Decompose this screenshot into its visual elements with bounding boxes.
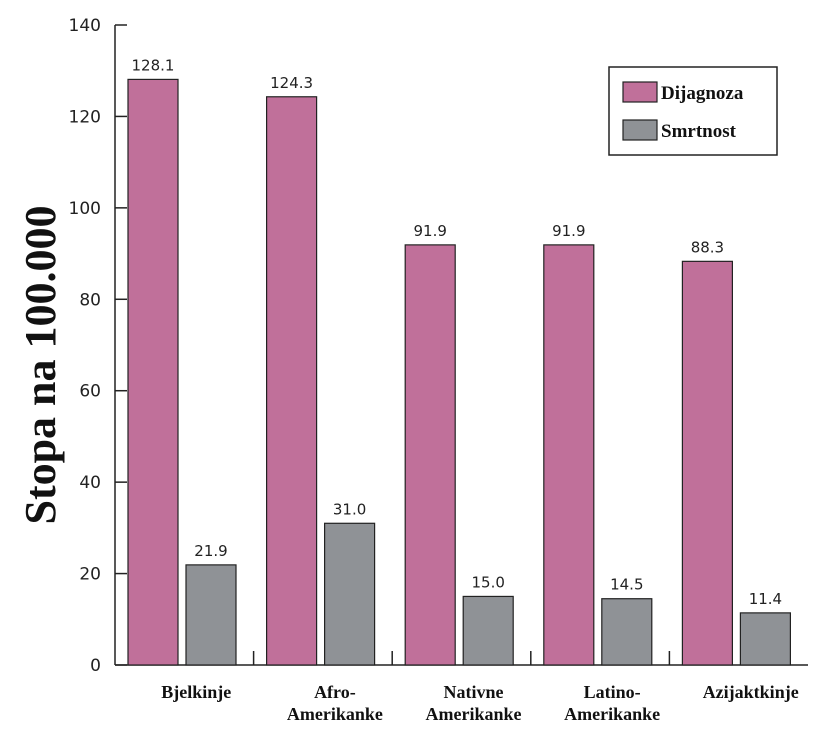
data-label: 91.9	[413, 222, 446, 240]
bar-dijagnoza	[681, 260, 734, 666]
data-label: 88.3	[691, 238, 724, 256]
data-label: 124.3	[270, 74, 313, 92]
bars: 128.1 21.9 124.3 31.0 91.9 15.0 91.9 14.5 88.3 11…	[127, 56, 792, 666]
y-axis-title: Stopa na 100.000	[16, 205, 65, 524]
data-label: 31.0	[333, 500, 366, 518]
y-tick-label: 80	[79, 290, 101, 310]
bar-smrtnost	[462, 595, 514, 666]
y-tick-label: 120	[69, 107, 101, 127]
legend-swatch-smrtnost	[622, 119, 658, 141]
x-category-label: Latino-Amerikanke	[564, 682, 660, 724]
x-category-labels: Bjelkinje Afro-Amerikanke Nativne Amerikank…	[161, 651, 799, 724]
y-tick-label: 40	[79, 473, 101, 493]
data-label: 14.5	[610, 576, 643, 594]
x-category-label: Bjelkinje	[161, 682, 231, 702]
x-category-label: Afro-Amerikanke	[287, 682, 383, 724]
legend-label-smrtnost: Smrtnost	[661, 121, 737, 142]
legend: Dijagnoza Smrtnost	[608, 66, 778, 156]
bar-smrtnost	[185, 564, 237, 666]
legend-label-dijagnoza: Dijagnoza	[661, 83, 744, 104]
y-tick-label: 20	[79, 565, 101, 585]
y-tick-label: 60	[79, 382, 101, 402]
y-tick-label: 100	[69, 199, 101, 219]
data-label: 21.9	[194, 542, 227, 560]
bar-smrtnost	[601, 598, 653, 666]
bar-dijagnoza	[404, 244, 456, 666]
y-ticks: 0 20 40 60 80 100 120 140	[69, 16, 127, 676]
data-label: 128.1	[132, 56, 175, 74]
data-label: 15.0	[471, 573, 504, 591]
x-category-label: Nativne Amerikanke	[426, 682, 522, 724]
y-tick-label: 0	[90, 656, 101, 676]
data-label: 91.9	[552, 222, 585, 240]
bar-dijagnoza	[266, 96, 318, 666]
legend-swatch-dijagnoza	[622, 81, 658, 103]
y-tick-label: 140	[69, 16, 101, 36]
bar-smrtnost	[324, 522, 376, 666]
bar-smrtnost	[739, 612, 792, 666]
bar-dijagnoza	[543, 244, 595, 666]
bar-dijagnoza	[127, 78, 179, 666]
x-category-label: Azijaktkinje	[703, 682, 799, 702]
data-label: 11.4	[749, 590, 782, 608]
